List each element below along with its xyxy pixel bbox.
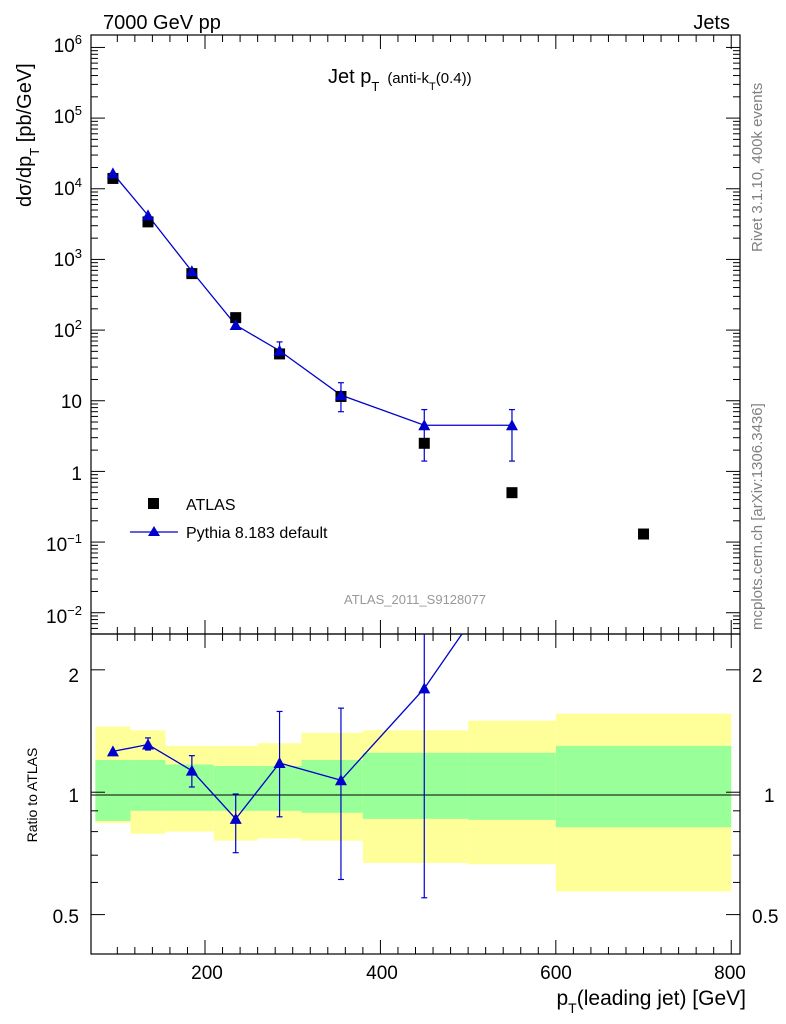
main-data-marks — [106, 167, 650, 540]
ratio-panel: Ratio to ATLAS 2 1 0.5 2 1 0.5 200 400 6… — [24, 633, 778, 1016]
ratio-point — [334, 774, 347, 786]
ratio-curve — [112, 633, 463, 820]
pythia-point — [106, 167, 119, 179]
xtick-label-400: 400 — [366, 963, 398, 984]
side-rivet-label: Rivet 3.1.10, 400k events — [749, 83, 766, 252]
ytick-label-1e2: 102 — [54, 317, 82, 342]
atlas-point — [638, 528, 650, 540]
x-axis-title: pT(leading jet) [GeV] — [556, 987, 746, 1016]
ratio-point — [185, 764, 198, 776]
pythia-point — [505, 419, 518, 431]
xtick-label-200: 200 — [191, 963, 223, 984]
main-panel: Jet pT (anti-kT(0.4)) dσ/dpT [pb/GeV] 106… — [14, 32, 741, 635]
pythia-point — [418, 419, 431, 431]
ratio-ytick-label-1: 1 — [68, 786, 79, 807]
ratio-ytick-label-2: 2 — [68, 666, 79, 687]
ytick-label-1e3: 103 — [54, 246, 82, 271]
pythia-point — [334, 389, 347, 401]
legend-pythia-marker — [148, 526, 160, 536]
ratio-point — [229, 812, 242, 824]
ratio-axis-ticks — [91, 634, 740, 955]
pythia-point — [273, 344, 286, 356]
plot-title: Jet pT (anti-kT(0.4)) — [328, 66, 472, 94]
ratio-ytick-label-1-right: 1 — [764, 786, 775, 807]
ratio-band-inner — [301, 760, 363, 813]
ratio-uncertainty-bands — [95, 713, 732, 892]
ratio-band-inner — [95, 760, 131, 821]
ytick-label-1e6: 106 — [54, 32, 82, 57]
ratio-ytick-label-0.5: 0.5 — [53, 907, 79, 928]
xtick-label-800: 800 — [714, 963, 746, 984]
atlas-point — [506, 487, 518, 499]
ytick-label-1: 1 — [71, 464, 82, 485]
ytick-label-1e-1: 10−1 — [46, 531, 82, 556]
ratio-point — [142, 738, 155, 750]
legend: ATLAS Pythia 8.183 default — [130, 497, 328, 542]
ytick-label-1e5: 105 — [54, 103, 82, 128]
legend-pythia-label: Pythia 8.183 default — [186, 525, 328, 542]
ratio-band-inner — [468, 752, 556, 820]
atlas-point — [107, 172, 119, 184]
ratio-band-inner — [362, 752, 469, 819]
ratio-point — [418, 682, 431, 694]
ratio-point — [273, 756, 286, 768]
header-energy: 7000 GeV pp — [103, 12, 221, 34]
pythia-curve — [112, 172, 512, 426]
pythia-point — [185, 265, 198, 277]
ytick-label-1e-2: 10−2 — [46, 603, 82, 628]
main-frame — [90, 34, 741, 635]
header-process: Jets — [693, 12, 730, 34]
ratio-point — [106, 745, 119, 757]
legend-atlas-label: ATLAS — [186, 497, 236, 514]
ratio-band-inner — [555, 745, 732, 828]
xtick-label-600: 600 — [540, 963, 572, 984]
ratio-ytick-label-0.5-right: 0.5 — [752, 907, 778, 928]
ratio-data-marks — [106, 633, 463, 899]
pythia-point — [142, 209, 155, 221]
analysis-watermark: ATLAS_2011_S9128077 — [344, 592, 486, 607]
pythia-point — [229, 319, 242, 331]
legend-atlas-marker — [148, 498, 159, 509]
ratio-band-inner — [130, 760, 166, 811]
ytick-label-10: 10 — [61, 392, 82, 413]
ratio-y-axis-title: Ratio to ATLAS — [24, 748, 40, 843]
side-mcplots-label: mcplots.cern.ch [arXiv:1306.3436] — [749, 403, 766, 630]
atlas-point — [418, 437, 430, 449]
atlas-point — [142, 216, 154, 228]
ytick-label-1e4: 104 — [54, 175, 82, 200]
atlas-point — [230, 312, 242, 324]
ratio-ytick-label-2-right: 2 — [752, 666, 763, 687]
main-y-axis-title: dσ/dpT [pb/GeV] — [14, 63, 42, 207]
main-axis-ticks — [91, 35, 740, 635]
